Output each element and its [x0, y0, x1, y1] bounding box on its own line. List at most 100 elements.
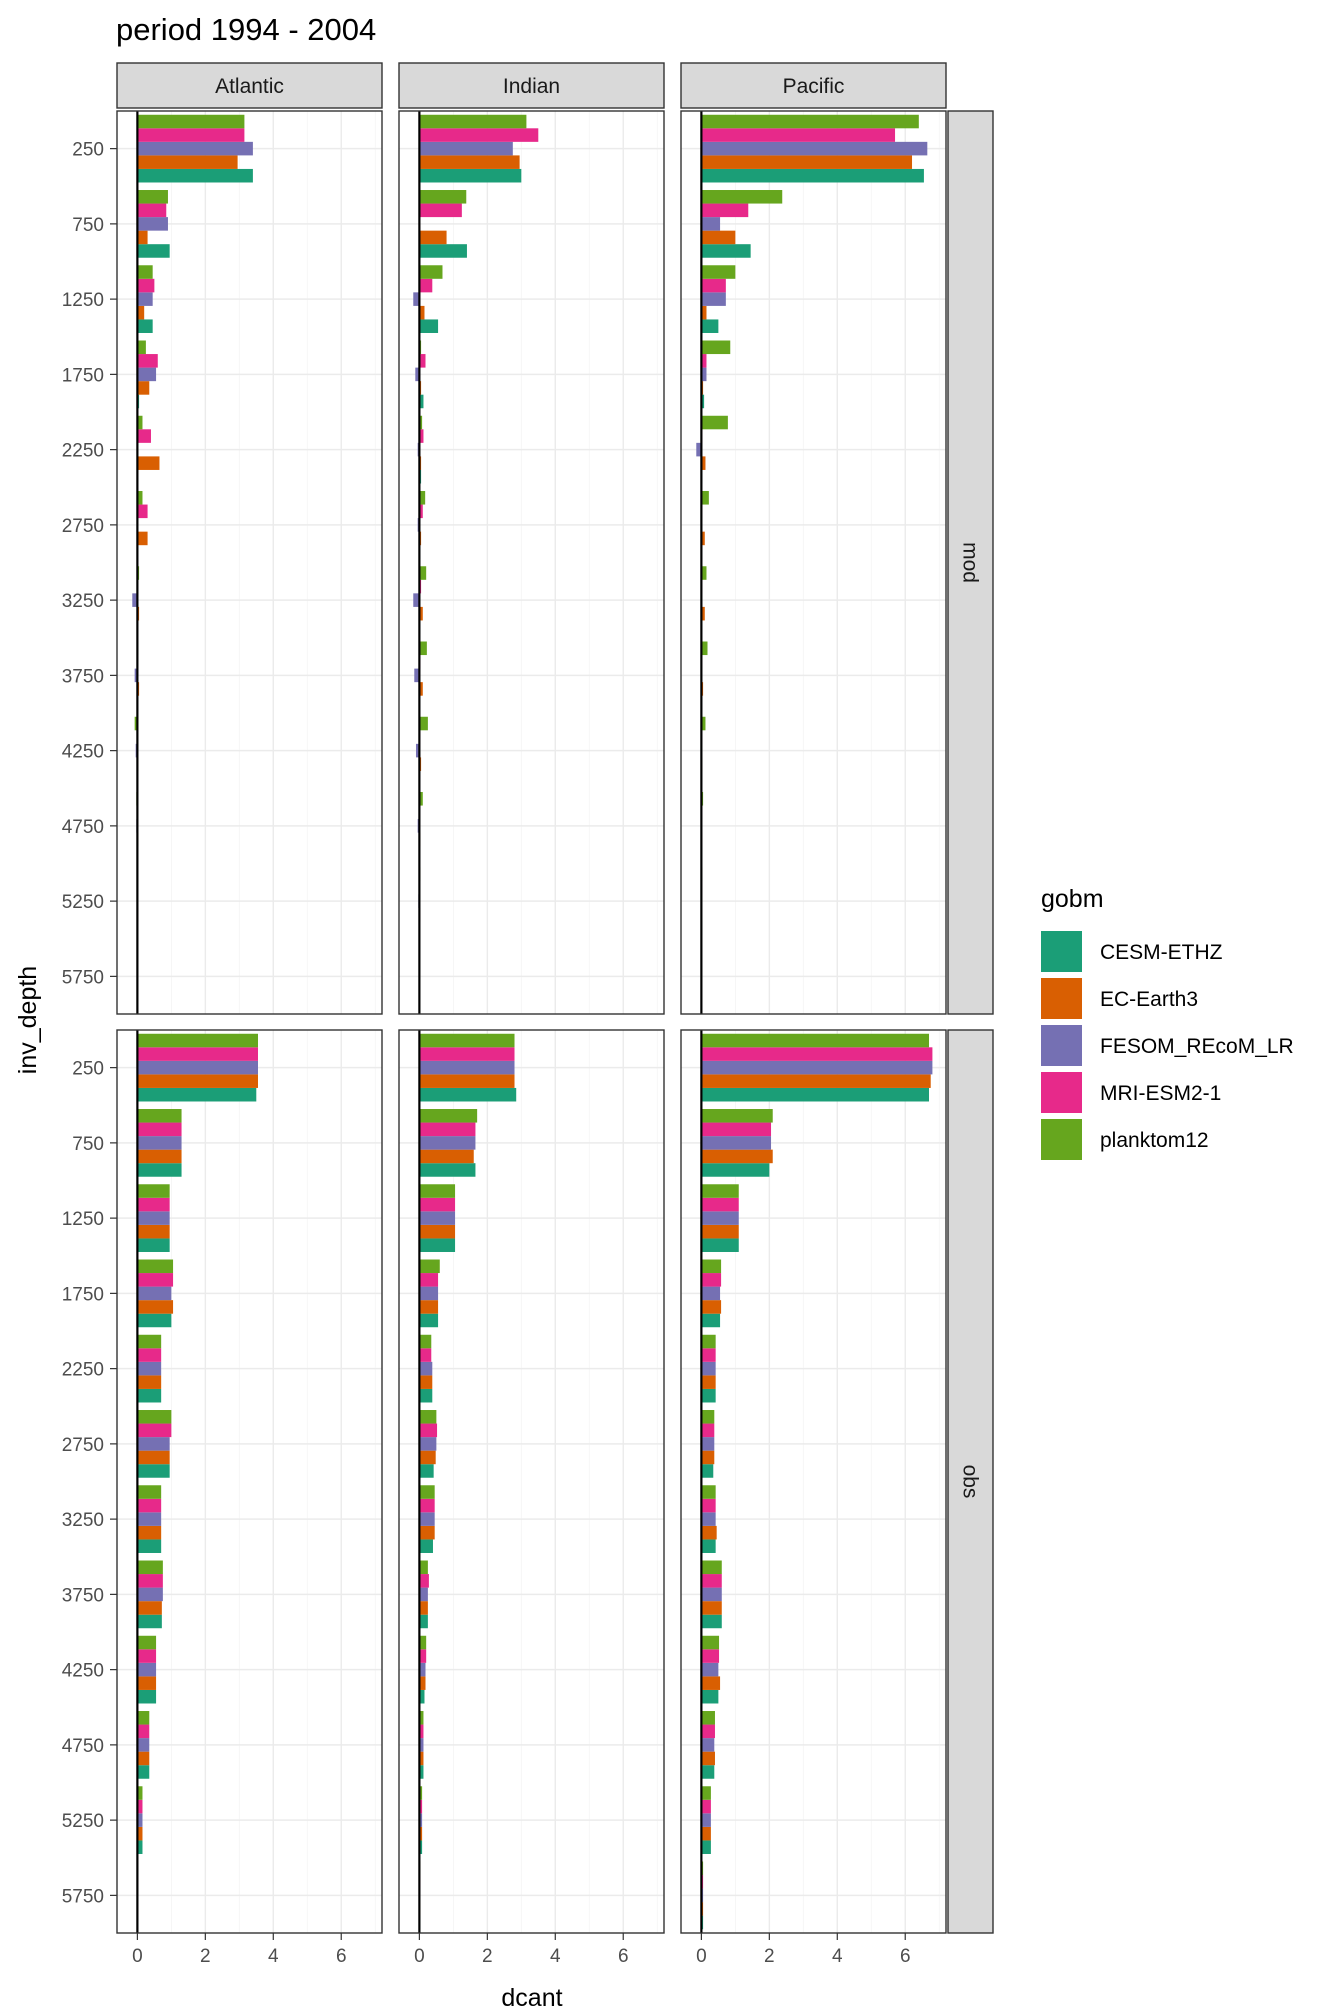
bar-ec-earth3	[137, 1525, 162, 1540]
bar-ec-earth3	[137, 1751, 150, 1766]
bar-planktom12	[419, 1109, 478, 1123]
x-tick-label: 0	[414, 1946, 425, 1967]
bar-mri-esm2-1	[419, 1799, 423, 1814]
bar-cesm-ethz	[419, 244, 467, 258]
bar-planktom12	[137, 190, 168, 204]
bar-mri-esm2-1	[701, 1574, 722, 1588]
y-tick-label: 250	[72, 140, 104, 161]
y-tick-label: 1750	[62, 1284, 104, 1305]
bar-ec-earth3	[137, 305, 145, 320]
bar-ec-earth3	[419, 305, 425, 320]
bar-ec-earth3	[701, 1525, 717, 1540]
bar-fesom-recom-lr	[137, 1361, 162, 1376]
bar-fesom-recom-lr	[419, 1512, 435, 1526]
bar-mri-esm2-1	[137, 504, 148, 519]
bar-planktom12	[701, 1786, 711, 1800]
bar-fesom-recom-lr	[701, 1136, 772, 1150]
panel-background	[681, 1030, 946, 1933]
bar-fesom-recom-lr	[701, 1813, 711, 1827]
legend-key-swatch	[1041, 978, 1082, 1019]
bar-ec-earth3	[701, 456, 706, 470]
bar-cesm-ethz	[419, 1765, 424, 1779]
legend-label: EC-Earth3	[1100, 988, 1198, 1011]
bar-cesm-ethz	[137, 1388, 162, 1403]
bar-ec-earth3	[419, 1300, 439, 1314]
y-tick-label: 5250	[62, 892, 104, 913]
bar-mri-esm2-1	[137, 1498, 162, 1513]
bar-fesom-recom-lr	[419, 1662, 426, 1677]
bar-mri-esm2-1	[701, 1197, 739, 1212]
bar-mri-esm2-1	[701, 1724, 715, 1739]
strip-column-indian: Indian	[398, 62, 665, 109]
y-tick-label: 4750	[62, 817, 104, 838]
x-tick-label: 6	[336, 1946, 347, 1967]
panel-border	[680, 110, 947, 1015]
legend-label: planktom12	[1100, 1129, 1209, 1152]
bar-ec-earth3	[701, 1450, 715, 1465]
bar-planktom12	[419, 190, 467, 204]
bar-ec-earth3	[419, 606, 423, 621]
bar-planktom12	[137, 1711, 150, 1725]
bar-cesm-ethz	[137, 1313, 172, 1328]
bar-fesom-recom-lr	[415, 367, 420, 382]
bar-ec-earth3	[701, 1676, 721, 1690]
bar-fesom-recom-lr	[419, 1211, 456, 1225]
bar-ec-earth3	[701, 606, 705, 621]
bar-fesom-recom-lr	[701, 141, 928, 156]
bar-planktom12	[419, 641, 427, 656]
bar-cesm-ethz	[701, 244, 751, 258]
bar-planktom12	[419, 566, 427, 580]
legend-key-swatch	[1041, 1072, 1082, 1113]
bar-ec-earth3	[419, 682, 423, 696]
panel-background	[399, 111, 664, 1014]
bar-mri-esm2-1	[701, 354, 707, 368]
panel-border	[116, 1029, 383, 1934]
bar-planktom12	[137, 491, 143, 505]
legend-entry-mri-esm2-1: MRI-ESM2-1	[1041, 1072, 1221, 1113]
panels-layer: 2507501250175022502750325037504250475052…	[62, 62, 994, 1967]
bar-planktom12	[137, 1184, 170, 1198]
bar-planktom12	[701, 1711, 715, 1725]
bar-ec-earth3	[137, 1074, 258, 1088]
bar-mri-esm2-1	[419, 128, 539, 142]
bar-mri-esm2-1	[137, 1799, 143, 1814]
bar-mri-esm2-1	[701, 128, 896, 142]
bar-mri-esm2-1	[137, 1348, 162, 1362]
bar-planktom12	[419, 491, 426, 505]
bar-cesm-ethz	[137, 1614, 162, 1629]
strip-column-atlantic: Atlantic	[116, 62, 383, 109]
bar-planktom12	[419, 1033, 515, 1048]
bar-fesom-recom-lr	[419, 141, 513, 156]
y-tick-label: 4750	[62, 1736, 104, 1757]
bar-planktom12	[137, 1485, 162, 1499]
bar-fesom-recom-lr	[701, 1662, 719, 1677]
bar-ec-earth3	[137, 531, 148, 546]
bar-planktom12	[701, 114, 919, 129]
x-tick-label: 4	[832, 1946, 843, 1967]
bar-planktom12	[137, 1259, 174, 1274]
bar-ec-earth3	[419, 155, 520, 169]
x-tick-label: 2	[764, 1946, 775, 1967]
bar-ec-earth3	[137, 1149, 182, 1164]
y-tick-label: 1250	[62, 1209, 104, 1230]
bar-mri-esm2-1	[419, 429, 424, 443]
bar-mri-esm2-1	[419, 1498, 435, 1513]
legend-key-swatch	[1041, 931, 1082, 972]
bar-fesom-recom-lr	[137, 1211, 170, 1225]
bar-fesom-recom-lr	[132, 593, 138, 607]
bar-planktom12	[137, 1334, 162, 1349]
panel-background	[117, 111, 382, 1014]
bar-mri-esm2-1	[137, 203, 167, 218]
bar-planktom12	[701, 641, 708, 656]
bar-planktom12	[419, 1560, 428, 1575]
bar-ec-earth3	[701, 230, 736, 245]
bar-planktom12	[701, 1410, 715, 1424]
bar-fesom-recom-lr	[701, 1512, 716, 1526]
bar-planktom12	[137, 415, 143, 430]
bar-planktom12	[419, 1184, 456, 1198]
bar-fesom-recom-lr	[137, 1813, 143, 1827]
bar-ec-earth3	[701, 1074, 931, 1088]
bar-cesm-ethz	[701, 168, 924, 183]
x-tick-label: 4	[268, 1946, 279, 1967]
